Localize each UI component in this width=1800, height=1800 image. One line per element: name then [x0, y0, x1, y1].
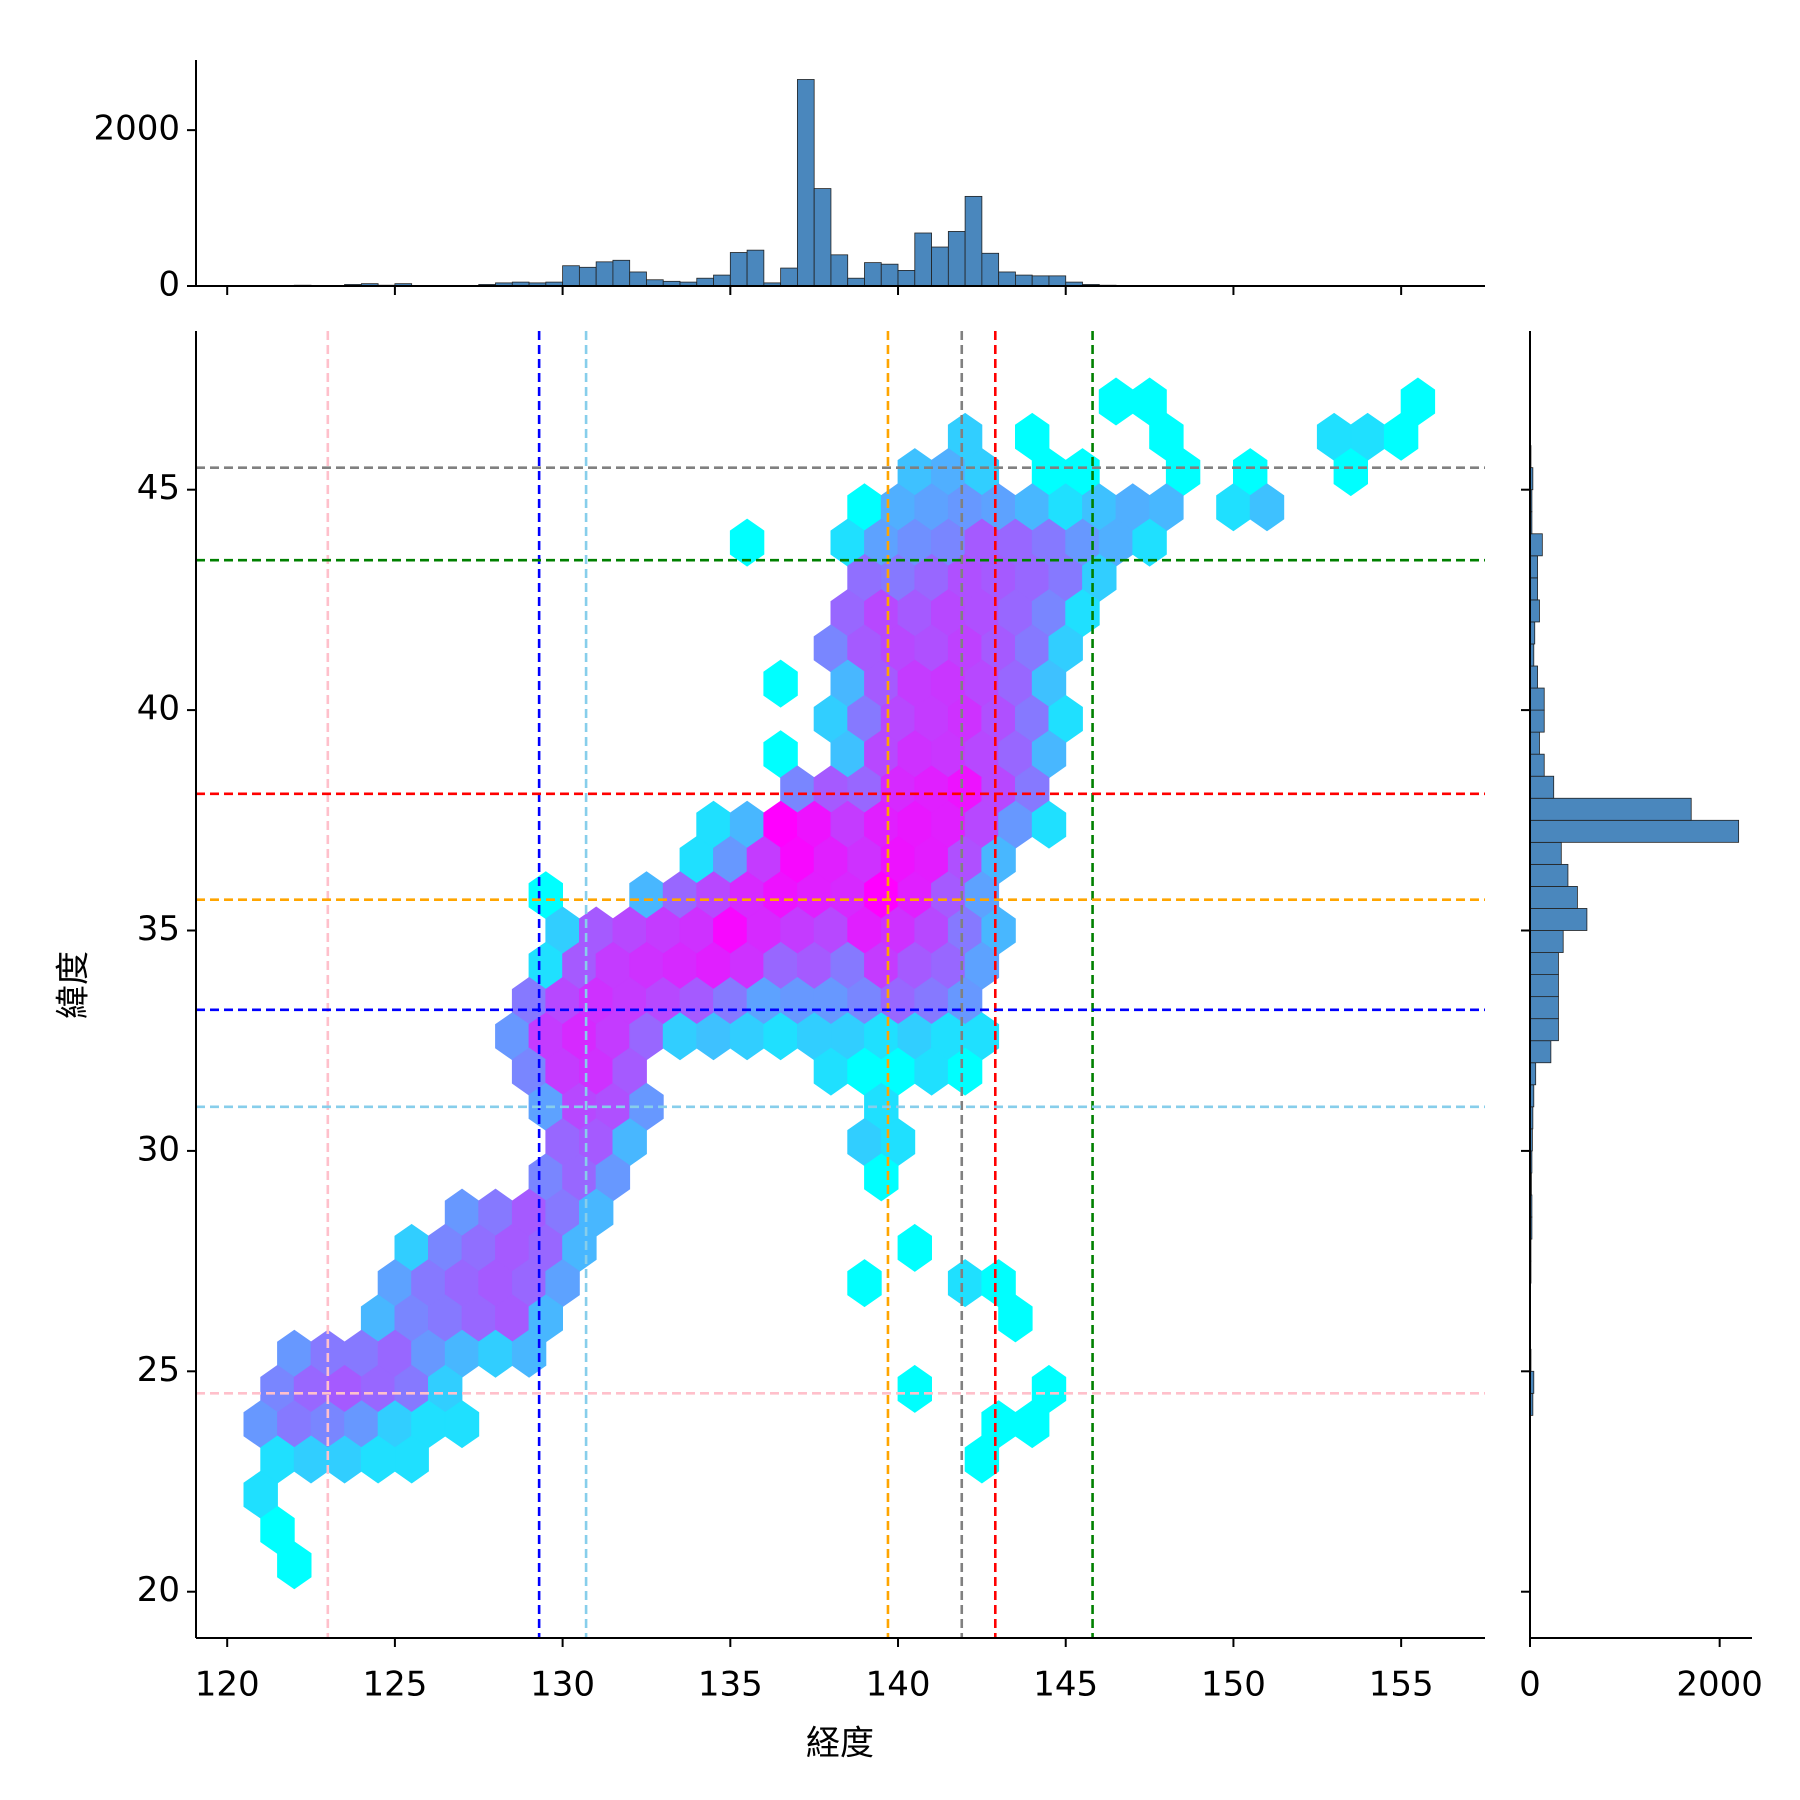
histogram-bar: [1031, 275, 1050, 287]
hexbin-cell: [1383, 412, 1419, 461]
y-tick-label: 20: [137, 1570, 180, 1610]
hexbin-cell: [1098, 377, 1134, 426]
histogram-bar: [1529, 599, 1540, 623]
x-tick-label: 145: [1033, 1665, 1098, 1705]
histogram-bar: [1529, 731, 1540, 755]
histogram-bar: [578, 266, 597, 287]
histogram-bar: [1529, 775, 1555, 799]
hexbin-cell: [847, 1259, 882, 1308]
histogram-bar: [595, 261, 614, 287]
histogram-bar: [1529, 819, 1740, 843]
hexbin-cell: [511, 1329, 547, 1378]
histogram-bar: [1529, 797, 1692, 821]
x-tick-label: 0: [1519, 1665, 1541, 1705]
histogram-bar: [1529, 533, 1543, 557]
histogram-bar: [1529, 996, 1559, 1020]
histogram-bar: [629, 271, 647, 287]
hexbin-cell: [444, 1400, 480, 1449]
histogram-bar: [1529, 1040, 1552, 1064]
y-tick-label: 30: [137, 1129, 180, 1169]
histogram-bar: [562, 265, 580, 287]
y-tick-label: 40: [137, 689, 180, 729]
hexbin-cell: [1031, 800, 1067, 849]
y-tick-label: 45: [137, 468, 180, 508]
x-tick-label: 2000: [1676, 1665, 1763, 1705]
x-tick-label: 150: [1201, 1665, 1266, 1705]
histogram-bar: [1529, 665, 1538, 689]
hexbin-cell: [864, 1153, 899, 1202]
hexbin-cell: [897, 1364, 932, 1413]
hexbin-cell: [1333, 448, 1368, 497]
histogram-bar: [981, 252, 1000, 287]
histogram-bar: [1529, 1018, 1559, 1042]
hexbin-cell: [964, 1435, 1000, 1484]
histogram-bar: [1529, 577, 1538, 601]
histogram-bar: [746, 249, 765, 287]
histogram-bar: [1015, 274, 1033, 287]
histogram-bar: [947, 231, 966, 287]
histogram-bar: [1048, 275, 1067, 287]
hexbin-cell: [947, 1047, 983, 1096]
x-tick-label: 120: [195, 1665, 260, 1705]
histogram-bar: [897, 270, 916, 287]
histogram-bar: [847, 277, 865, 287]
x-axis-label: 経度: [806, 1724, 874, 1764]
x-tick-label: 135: [698, 1665, 763, 1705]
histogram-bar: [696, 277, 714, 287]
hexbin-cell: [394, 1435, 429, 1484]
histogram-bar: [612, 259, 631, 287]
histogram-bar: [964, 195, 983, 287]
histogram-bar: [1529, 886, 1578, 909]
histogram-bar: [998, 271, 1016, 287]
histogram-bar: [1529, 687, 1545, 711]
hexbin-cell: [998, 1294, 1033, 1343]
histogram-bar: [1529, 753, 1545, 777]
histogram-bar: [1529, 863, 1569, 887]
x-tick-label: 130: [530, 1665, 595, 1705]
histogram-bar: [864, 262, 882, 287]
hexbin-cell: [763, 659, 798, 708]
histogram-bar: [780, 267, 798, 287]
histogram-bar: [713, 274, 731, 287]
histogram-bar: [1529, 555, 1538, 579]
histogram-bar: [1529, 974, 1559, 998]
histogram-bar: [813, 188, 832, 287]
hexbin-cell: [1249, 483, 1285, 532]
x-tick-label: 140: [866, 1665, 931, 1705]
y-tick-label: 2000: [93, 109, 180, 149]
histogram-bar: [914, 232, 932, 287]
y-tick-label: 35: [137, 909, 180, 949]
histogram-bar: [1529, 952, 1559, 975]
x-tick-label: 155: [1369, 1665, 1434, 1705]
histogram-bar: [796, 79, 815, 287]
histogram-bar: [830, 254, 849, 287]
histogram-bar: [1529, 841, 1562, 865]
histogram-bar: [931, 246, 949, 287]
histogram-bar: [1529, 908, 1588, 931]
hexbin-cell: [897, 1223, 932, 1272]
histogram-bar: [880, 263, 899, 287]
hexbin-cell: [729, 518, 765, 567]
x-tick-label: 125: [362, 1665, 427, 1705]
hexbin-cell: [1015, 1400, 1050, 1449]
histogram-bar: [1529, 930, 1564, 953]
hexbin-cell: [277, 1541, 312, 1590]
histogram-bar: [1529, 709, 1545, 733]
y-tick-label: 25: [137, 1350, 180, 1390]
y-axis-label: 緯度: [54, 951, 94, 1019]
hexbin-cell: [1132, 518, 1167, 567]
hexbin-cell: [947, 1259, 983, 1308]
histogram-bar: [729, 252, 748, 287]
y-tick-label: 0: [158, 265, 180, 305]
